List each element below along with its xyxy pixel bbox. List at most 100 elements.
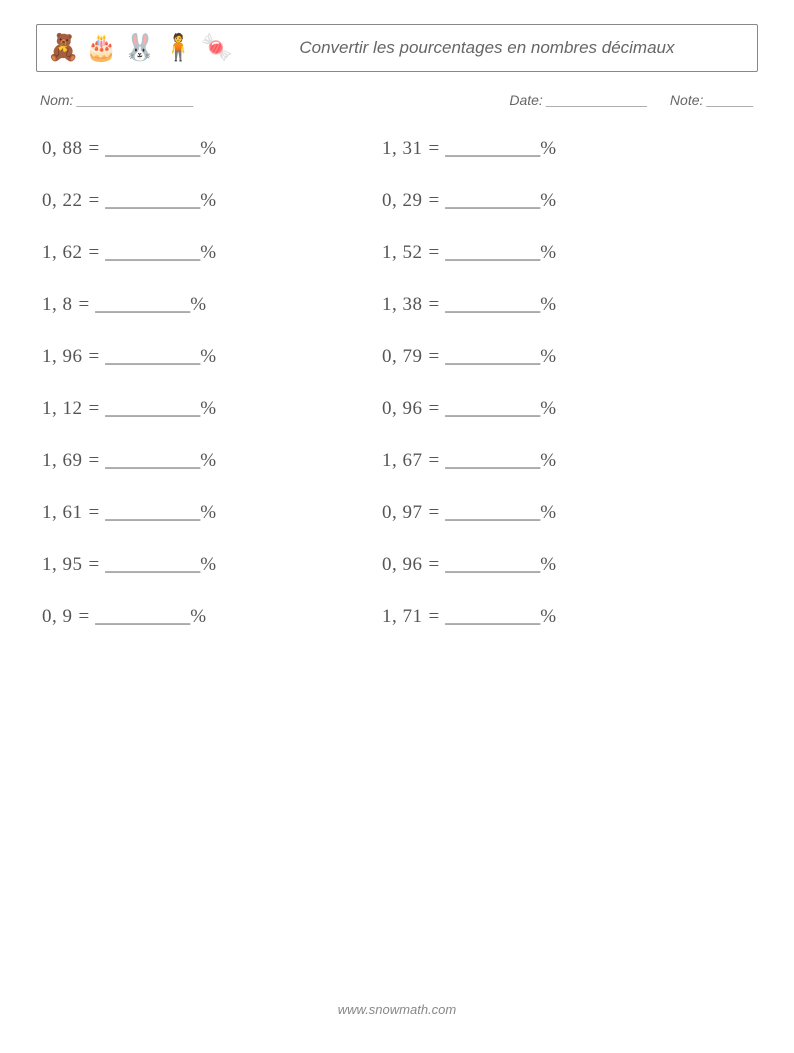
problem-cell: 0, 96 = __________% — [382, 554, 722, 576]
equals-sign: = — [429, 138, 440, 160]
date-field: Date: _____________ — [509, 92, 648, 108]
equals-sign: = — [429, 398, 440, 420]
decimal-value: 0, 97 — [382, 502, 423, 524]
decimal-value: 1, 12 — [42, 398, 83, 420]
decimal-value: 1, 95 — [42, 554, 83, 576]
worksheet-title: Convertir les pourcentages en nombres dé… — [233, 38, 749, 58]
percent-sign: % — [200, 502, 216, 524]
problem-cell: 1, 96 = __________% — [42, 346, 382, 368]
percent-sign: % — [540, 502, 556, 524]
decimal-value: 1, 67 — [382, 450, 423, 472]
answer-blank[interactable]: __________ — [105, 138, 200, 160]
answer-blank[interactable]: __________ — [105, 242, 200, 264]
percent-sign: % — [200, 554, 216, 576]
answer-blank[interactable]: __________ — [445, 346, 540, 368]
equals-sign: = — [89, 138, 100, 160]
decimal-value: 0, 88 — [42, 138, 83, 160]
percent-sign: % — [200, 242, 216, 264]
answer-blank[interactable]: __________ — [445, 294, 540, 316]
equals-sign: = — [89, 554, 100, 576]
equals-sign: = — [429, 190, 440, 212]
answer-blank[interactable]: __________ — [105, 450, 200, 472]
decimal-value: 0, 96 — [382, 398, 423, 420]
problem-cell: 0, 29 = __________% — [382, 190, 722, 212]
answer-blank[interactable]: __________ — [105, 190, 200, 212]
decimal-value: 0, 79 — [382, 346, 423, 368]
answer-blank[interactable]: __________ — [445, 606, 540, 628]
problem-cell: 0, 97 = __________% — [382, 502, 722, 524]
problem-cell: 0, 96 = __________% — [382, 398, 722, 420]
percent-sign: % — [540, 450, 556, 472]
answer-blank[interactable]: __________ — [445, 450, 540, 472]
decimal-value: 1, 52 — [382, 242, 423, 264]
problem-cell: 1, 69 = __________% — [42, 450, 382, 472]
problem-cell: 0, 79 = __________% — [382, 346, 722, 368]
answer-blank[interactable]: __________ — [445, 502, 540, 524]
decimal-value: 0, 22 — [42, 190, 83, 212]
name-field: Nom: _______________ — [40, 92, 194, 108]
answer-blank[interactable]: __________ — [105, 554, 200, 576]
answer-blank[interactable]: __________ — [95, 606, 190, 628]
answer-blank[interactable]: __________ — [105, 346, 200, 368]
equals-sign: = — [429, 502, 440, 524]
percent-sign: % — [200, 450, 216, 472]
percent-sign: % — [190, 606, 206, 628]
meta-row: Nom: _______________ Date: _____________… — [40, 92, 754, 108]
equals-sign: = — [89, 502, 100, 524]
problem-cell: 1, 31 = __________% — [382, 138, 722, 160]
gingerbread-icon: 🧍 — [162, 35, 194, 61]
percent-sign: % — [200, 398, 216, 420]
percent-sign: % — [540, 294, 556, 316]
candy-icon: 🍬 — [201, 35, 233, 61]
problem-cell: 1, 38 = __________% — [382, 294, 722, 316]
percent-sign: % — [190, 294, 206, 316]
percent-sign: % — [540, 398, 556, 420]
answer-blank[interactable]: __________ — [95, 294, 190, 316]
percent-sign: % — [540, 606, 556, 628]
problems-grid: 0, 88 = __________% 1, 31 = __________% … — [42, 138, 758, 628]
problem-cell: 1, 62 = __________% — [42, 242, 382, 264]
decimal-value: 1, 61 — [42, 502, 83, 524]
equals-sign: = — [429, 554, 440, 576]
percent-sign: % — [540, 346, 556, 368]
answer-blank[interactable]: __________ — [445, 398, 540, 420]
decimal-value: 1, 62 — [42, 242, 83, 264]
answer-blank[interactable]: __________ — [105, 502, 200, 524]
percent-sign: % — [200, 138, 216, 160]
decimal-value: 1, 31 — [382, 138, 423, 160]
decimal-value: 1, 38 — [382, 294, 423, 316]
problem-cell: 0, 88 = __________% — [42, 138, 382, 160]
answer-blank[interactable]: __________ — [445, 138, 540, 160]
problem-cell: 1, 95 = __________% — [42, 554, 382, 576]
header-box: 🧸 🎂 🐰 🧍 🍬 Convertir les pourcentages en … — [36, 24, 758, 72]
answer-blank[interactable]: __________ — [445, 190, 540, 212]
answer-blank[interactable]: __________ — [105, 398, 200, 420]
equals-sign: = — [89, 450, 100, 472]
problem-cell: 1, 12 = __________% — [42, 398, 382, 420]
answer-blank[interactable]: __________ — [445, 242, 540, 264]
decimal-value: 1, 71 — [382, 606, 423, 628]
worksheet-page: 🧸 🎂 🐰 🧍 🍬 Convertir les pourcentages en … — [0, 0, 794, 1053]
equals-sign: = — [89, 242, 100, 264]
percent-sign: % — [540, 190, 556, 212]
footer-url: www.snowmath.com — [0, 1002, 794, 1017]
equals-sign: = — [429, 346, 440, 368]
equals-sign: = — [429, 450, 440, 472]
equals-sign: = — [79, 294, 90, 316]
decimal-value: 0, 96 — [382, 554, 423, 576]
percent-sign: % — [540, 554, 556, 576]
cake-icon: 🎂 — [85, 35, 117, 61]
percent-sign: % — [200, 346, 216, 368]
equals-sign: = — [89, 398, 100, 420]
equals-sign: = — [89, 190, 100, 212]
answer-blank[interactable]: __________ — [445, 554, 540, 576]
meta-right: Date: _____________ Note: ______ — [509, 92, 754, 108]
percent-sign: % — [540, 242, 556, 264]
decimal-value: 1, 69 — [42, 450, 83, 472]
equals-sign: = — [429, 294, 440, 316]
decimal-value: 0, 29 — [382, 190, 423, 212]
decimal-value: 0, 9 — [42, 606, 73, 628]
note-field: Note: ______ — [670, 92, 754, 108]
decimal-value: 1, 8 — [42, 294, 73, 316]
percent-sign: % — [200, 190, 216, 212]
